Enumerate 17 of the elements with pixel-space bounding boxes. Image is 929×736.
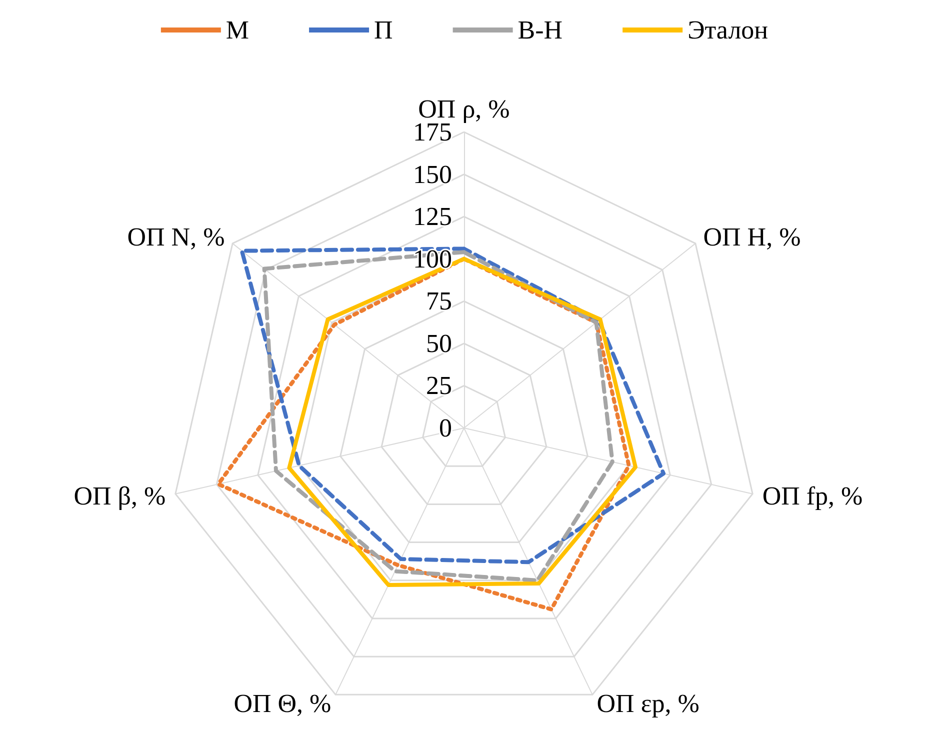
y-tick-label: 50 xyxy=(426,328,452,358)
y-tick-label: 25 xyxy=(426,371,452,400)
legend-label: В-Н xyxy=(518,16,563,44)
legend-label: Эталон xyxy=(688,16,768,44)
spoke-label: ОП fр, % xyxy=(762,482,863,511)
y-tick-label: 125 xyxy=(413,202,452,232)
y-tick-label: 150 xyxy=(413,160,452,189)
y-tick-label: 100 xyxy=(413,244,452,274)
spoke-label: ОП H, % xyxy=(703,222,801,252)
y-tick-label: 0 xyxy=(439,414,452,442)
legend-label: П xyxy=(374,16,394,44)
spoke-label: ОП Θ, % xyxy=(234,689,332,718)
spoke-label: ОП N, % xyxy=(127,222,225,252)
spoke-label: ОП β, % xyxy=(74,482,166,511)
legend-label: М xyxy=(226,16,250,44)
y-tick-label: 75 xyxy=(426,286,452,316)
spoke-label: ОП εр, % xyxy=(596,689,700,718)
